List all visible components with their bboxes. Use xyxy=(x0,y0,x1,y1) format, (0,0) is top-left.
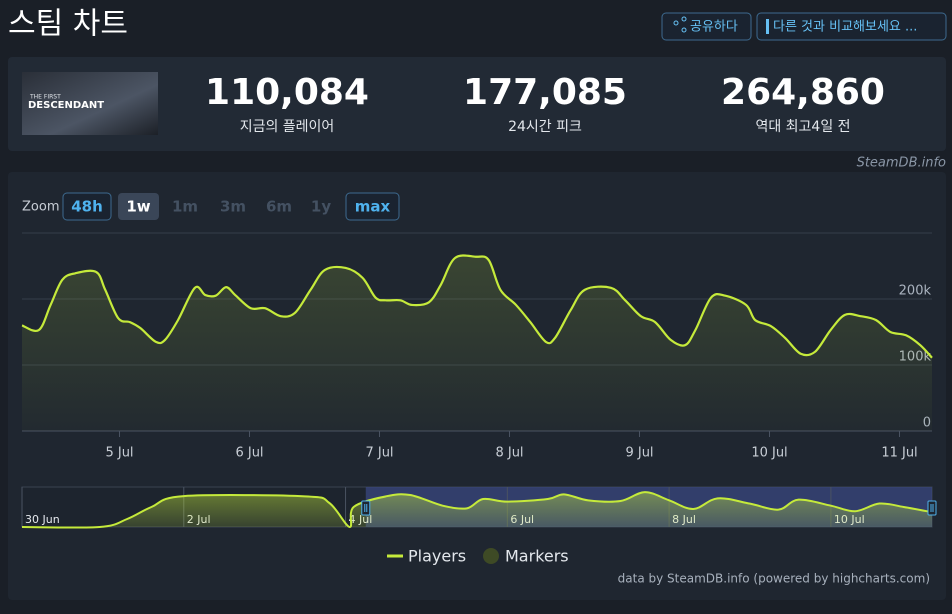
series-line xyxy=(21,254,933,359)
zoom-button: 1y xyxy=(311,198,331,216)
credits: data by SteamDB.info (powered by highcha… xyxy=(618,572,930,586)
share-icon xyxy=(681,16,687,22)
y-tick-label: 200k xyxy=(899,284,932,299)
area-fill xyxy=(22,255,932,431)
share-icon xyxy=(673,20,679,26)
legend-label[interactable]: Markers xyxy=(505,547,569,566)
stat-label: 지금의 플레이어 xyxy=(240,119,335,135)
x-tick-label: 9 Jul xyxy=(625,446,653,461)
stat-value: 177,085 xyxy=(463,72,627,113)
x-tick-label: 5 Jul xyxy=(105,446,133,461)
x-tick-label: 8 Jul xyxy=(495,446,523,461)
x-tick-label: 10 Jul xyxy=(751,446,787,461)
zoom-button-bg[interactable] xyxy=(62,192,112,221)
area-fill xyxy=(22,492,932,528)
legend: Players Markers xyxy=(387,547,569,566)
x-tick-label: 30 Jun xyxy=(25,513,60,526)
stat-label: 24시간 피크 xyxy=(508,119,582,135)
x-tick-label: 7 Jul xyxy=(365,446,393,461)
zoom-button: 6m xyxy=(266,198,292,216)
zoom-button: 1m xyxy=(172,198,198,216)
zoom-buttons: 48h 1w 1m 3m 6m 1y max xyxy=(62,192,400,221)
share-icon xyxy=(681,27,687,33)
stat-value: 264,860 xyxy=(721,72,885,113)
page-title: 스팀 차트 xyxy=(8,7,128,42)
game-logo-top: THE FIRST xyxy=(29,94,61,101)
x-tick-label: 11 Jul xyxy=(881,446,917,461)
game-logo-main: DESCENDANT xyxy=(28,100,104,111)
legend-label[interactable]: Players xyxy=(408,547,466,566)
compare-button-box[interactable] xyxy=(756,12,947,41)
zoom-button-bg[interactable] xyxy=(345,192,400,221)
x-tick-label: 6 Jul xyxy=(235,446,263,461)
stat-note: 4일 전 xyxy=(811,119,850,135)
source-label: SteamDB.info xyxy=(857,156,946,171)
share-button[interactable]: 공유하다 xyxy=(661,12,752,41)
stat-label: 역대 최고 xyxy=(755,119,811,135)
stat-label: 역대 최고4일 전 xyxy=(755,119,850,135)
zoom-button[interactable]: max xyxy=(355,198,391,216)
legend-swatch xyxy=(483,548,499,564)
zoom-button[interactable]: 48h xyxy=(71,198,103,216)
share-button-box[interactable] xyxy=(661,12,752,41)
stats: 110,084 지금의 플레이어 177,085 24시간 피크 264,860 역대 최… xyxy=(205,72,885,135)
share-label[interactable]: 공유하다 xyxy=(690,20,738,35)
zoom-button[interactable]: 1w xyxy=(126,198,150,216)
stats-panel xyxy=(8,57,946,151)
series-line xyxy=(21,491,933,529)
zoom-button-bg[interactable] xyxy=(118,193,159,220)
zoom-label: Zoom xyxy=(22,200,59,215)
zoom-button: 3m xyxy=(220,198,246,216)
compare-icon xyxy=(766,19,769,34)
stat-value: 110,084 xyxy=(205,72,369,113)
game-image xyxy=(22,72,158,135)
navigator-handle[interactable] xyxy=(361,500,371,516)
compare-label[interactable]: 다른 것과 비교해보세요 ... xyxy=(773,20,917,35)
navigator-handle[interactable] xyxy=(927,500,937,516)
compare-button[interactable]: 다른 것과 비교해보세요 ... xyxy=(756,12,947,41)
